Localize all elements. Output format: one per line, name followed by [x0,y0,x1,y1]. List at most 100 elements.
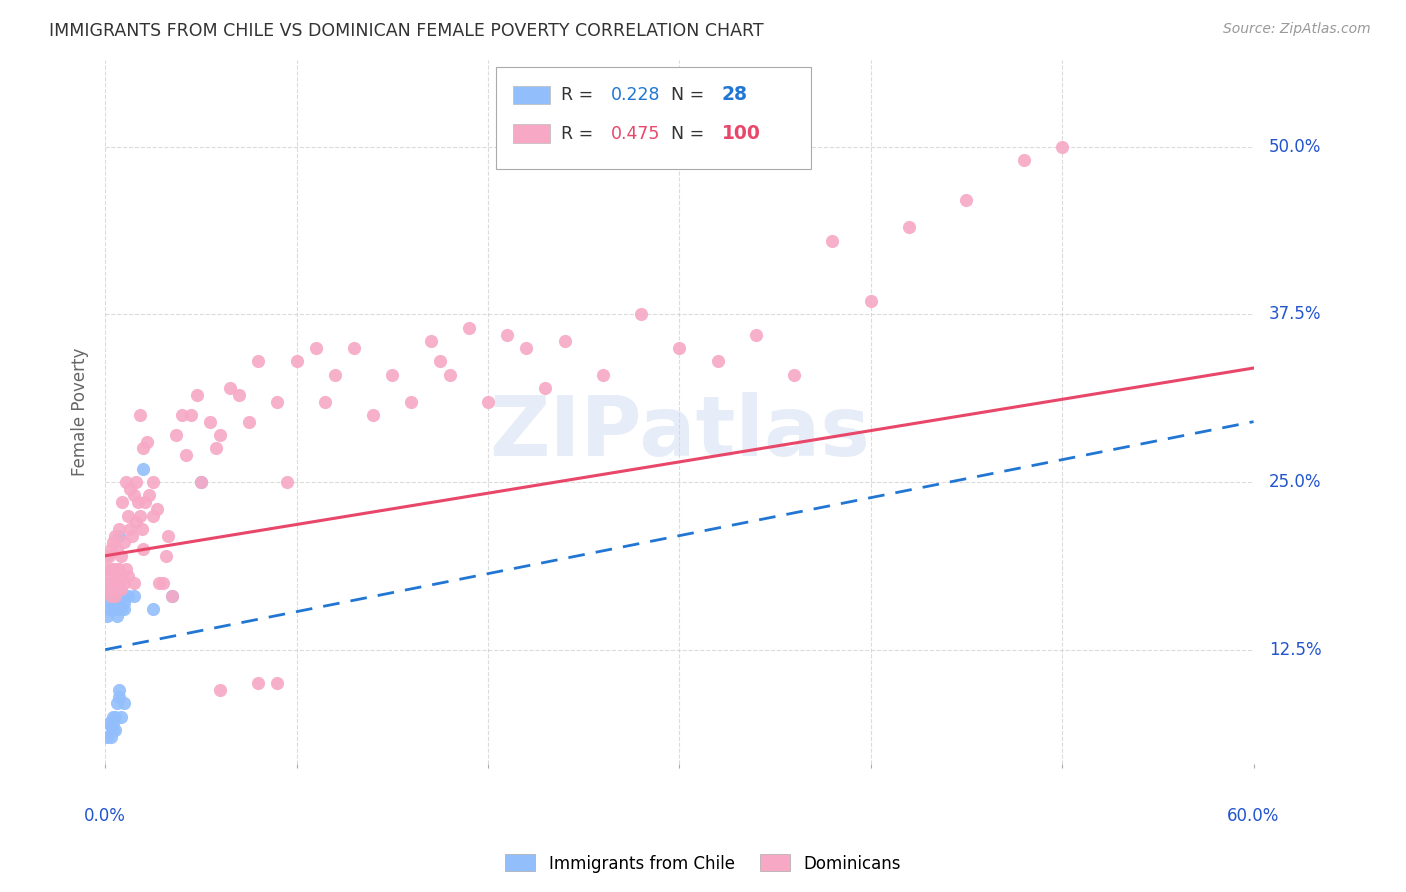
Point [266,394,288,409]
Point [496,327,519,342]
Point [186,388,208,402]
Point [142,475,165,489]
Point [101,716,124,731]
Point [343,341,366,355]
Point [955,194,977,208]
Point [104,575,127,590]
Point [105,582,128,597]
Point [111,589,134,603]
Point [200,415,222,429]
Point [238,415,260,429]
Point [105,589,128,603]
Point [107,522,129,536]
Point [96,562,118,576]
Point [554,334,576,349]
Point [101,582,124,597]
Point [457,320,479,334]
Point [128,508,150,523]
Point [98,549,121,563]
Point [127,495,149,509]
Point [105,609,128,624]
Point [228,388,250,402]
Point [401,394,423,409]
Point [209,428,232,442]
Text: 25.0%: 25.0% [1268,473,1322,491]
Point [104,589,127,603]
Point [131,522,153,536]
Point [821,234,844,248]
Text: R =: R = [561,86,599,103]
Point [1012,153,1035,168]
Point [745,327,768,342]
Point [160,589,183,603]
Point [115,475,138,489]
Point [100,730,122,744]
Point [96,589,118,603]
Point [276,475,298,489]
Point [165,428,187,442]
Point [125,475,148,489]
Point [96,575,118,590]
Point [101,723,124,737]
Point [112,696,135,710]
Point [132,442,155,456]
Point [101,602,124,616]
Text: 0.228: 0.228 [610,86,659,103]
Point [134,495,156,509]
Bar [513,86,550,104]
Point [429,354,451,368]
Point [111,569,134,583]
Point [112,535,135,549]
Legend: Immigrants from Chile, Dominicans: Immigrants from Chile, Dominicans [499,847,907,880]
Point [100,596,122,610]
Text: IMMIGRANTS FROM CHILE VS DOMINICAN FEMALE POVERTY CORRELATION CHART: IMMIGRANTS FROM CHILE VS DOMINICAN FEMAL… [49,22,763,40]
Point [146,501,169,516]
Point [122,488,145,502]
Text: ZIPatlas: ZIPatlas [489,392,870,474]
Point [361,408,384,422]
Point [477,394,499,409]
Point [132,542,155,557]
Point [104,572,127,586]
Point [142,602,165,616]
Point [112,575,135,590]
Point [112,602,135,616]
Point [107,562,129,576]
Text: 0.0%: 0.0% [84,806,127,824]
Point [592,368,614,382]
Point [104,529,127,543]
Point [136,434,159,449]
Point [128,408,150,422]
Point [157,529,180,543]
Point [98,569,121,583]
Point [105,596,128,610]
Point [898,220,921,235]
Point [419,334,441,349]
Point [98,602,121,616]
Text: 0.475: 0.475 [610,125,659,143]
Text: R =: R = [561,125,599,143]
Point [209,682,232,697]
Point [155,549,177,563]
Point [859,293,882,308]
Text: N =: N = [671,86,710,103]
Point [115,562,138,576]
Point [630,307,652,321]
Point [247,676,270,690]
Point [105,696,128,710]
Text: 37.5%: 37.5% [1268,305,1322,324]
Point [110,602,132,616]
Point [104,723,127,737]
Point [120,482,142,496]
Text: N =: N = [671,125,710,143]
Point [190,475,212,489]
Point [152,575,174,590]
Point [515,341,537,355]
Point [323,368,346,382]
Point [107,529,129,543]
Point [381,368,404,382]
Text: 28: 28 [721,86,748,104]
Text: Source: ZipAtlas.com: Source: ZipAtlas.com [1223,22,1371,37]
Point [107,690,129,704]
Point [125,515,148,529]
